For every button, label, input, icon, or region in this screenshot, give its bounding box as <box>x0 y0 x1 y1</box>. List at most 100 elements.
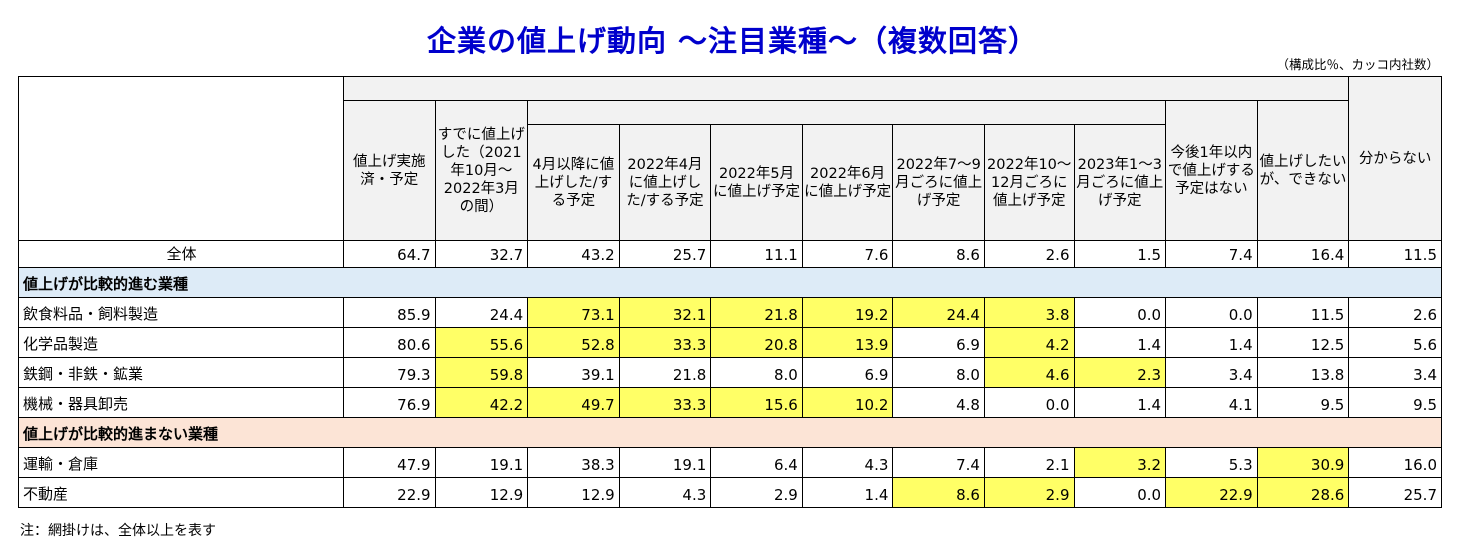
table-cell: 39.1 <box>527 357 620 388</box>
table-cell: 64.7 <box>343 240 436 268</box>
table-cell: 3.2 <box>1073 447 1167 478</box>
table-cell: 3.4 <box>1348 357 1442 388</box>
section-label: 値上げが比較的進む業種 <box>18 267 1442 298</box>
table-cell: 42.2 <box>434 387 529 418</box>
table-row: 機械・器具卸売 76.9 42.2 49.7 33.3 15.6 10.2 4.8 0.0 1.4… <box>17 387 1442 418</box>
table-cell: 52.8 <box>527 327 620 358</box>
header-unknown: 分からない <box>1348 76 1442 241</box>
row-label: 運輸・倉庫 <box>17 447 345 478</box>
header-apr2022: 2022年4月に値上げした/する予定 <box>618 124 712 241</box>
table-cell: 2.9 <box>983 477 1075 508</box>
table-cell: 55.6 <box>434 327 529 358</box>
row-label: 不動産 <box>17 477 345 508</box>
table-cell: 12.9 <box>527 477 620 508</box>
table-cell: 13.8 <box>1256 357 1350 388</box>
table-row: 運輸・倉庫 47.9 19.1 38.3 19.1 6.4 4.3 7.4 2.1 3.2 5.3 3… <box>17 447 1442 478</box>
table-cell: 4.1 <box>1165 387 1258 418</box>
table-cell: 10.2 <box>801 387 894 418</box>
section-label: 値上げが比較的進まない業種 <box>18 417 1442 448</box>
table-cell: 11.5 <box>1348 240 1442 268</box>
section-header: 値上げが比較的進む業種 <box>18 267 1442 298</box>
table-cell: 11.5 <box>1256 297 1350 328</box>
header-implemented: 値上げ実施済・予定 <box>343 100 436 241</box>
table-cell: 19.1 <box>618 447 712 478</box>
row-label: 化学品製造 <box>17 327 345 358</box>
table-cell: 4.8 <box>892 387 985 418</box>
table-cell: 24.4 <box>892 297 985 328</box>
section-header: 値上げが比較的進まない業種 <box>18 417 1442 448</box>
header-jul-sep2022: 2022年7～9月ごろに値上げ予定 <box>892 124 985 241</box>
table-cell: 0.0 <box>1073 297 1167 328</box>
table-cell: 6.4 <box>710 447 803 478</box>
table-cell: 32.1 <box>618 297 712 328</box>
header-jun2022: 2022年6月に値上げ予定 <box>801 124 894 241</box>
table-cell: 16.4 <box>1256 240 1350 268</box>
table-cell: 15.6 <box>710 387 803 418</box>
table-cell: 43.2 <box>527 240 620 268</box>
price-increase-table: 分からない 値上げ実施済・予定 すでに値上げした（2021年10月～2022年3… <box>17 76 1442 508</box>
table-cell: 85.9 <box>343 297 436 328</box>
table-cell: 2.6 <box>1348 297 1442 328</box>
table-cell: 0.0 <box>1165 297 1258 328</box>
table-row-total: 全体 64.7 32.7 43.2 25.7 11.1 7.6 8.6 2.6 1.5 7.4 16.… <box>17 240 1442 268</box>
table-cell: 6.9 <box>801 357 894 388</box>
table-cell: 11.1 <box>710 240 803 268</box>
table-cell: 1.4 <box>1073 387 1167 418</box>
table-row: 化学品製造 80.6 55.6 52.8 33.3 20.8 13.9 6.9 4.2 1.4 1.… <box>17 327 1442 358</box>
table-cell: 4.2 <box>983 327 1075 358</box>
footnote: 注：網掛けは、全体以上を表す <box>20 523 216 539</box>
table-row: 鉄鋼・非鉄・鉱業 79.3 59.8 39.1 21.8 8.0 6.9 8.0 4.6 2.3 3… <box>17 357 1442 388</box>
table-cell: 76.9 <box>343 387 436 418</box>
header-mid-band <box>527 100 1167 125</box>
table-cell: 1.4 <box>1073 327 1167 358</box>
table-cell: 32.7 <box>434 240 529 268</box>
table-cell: 1.4 <box>1165 327 1258 358</box>
table-cell: 25.7 <box>1348 477 1442 508</box>
table-cell: 30.9 <box>1256 447 1350 478</box>
table-cell: 47.9 <box>343 447 436 478</box>
table-cell: 2.9 <box>710 477 803 508</box>
table-cell: 19.1 <box>434 447 529 478</box>
table-cell: 4.3 <box>801 447 894 478</box>
table-cell: 59.8 <box>434 357 529 388</box>
table-cell: 13.9 <box>801 327 894 358</box>
header-corner <box>17 76 345 241</box>
table-cell: 9.5 <box>1256 387 1350 418</box>
table-cell: 3.4 <box>1165 357 1258 388</box>
header-no-plan: 今後1年以内で値上げする予定はない <box>1165 100 1258 241</box>
header-jan-mar2023: 2023年1～3月ごろに値上げ予定 <box>1073 124 1167 241</box>
table-cell: 4.3 <box>618 477 712 508</box>
table-row: 飲食料品・飼料製造 85.9 24.4 73.1 32.1 21.8 19.2 24.4 3.8… <box>17 297 1442 328</box>
table-cell: 33.3 <box>618 387 712 418</box>
table-cell: 7.4 <box>1165 240 1258 268</box>
header-oct-dec2022: 2022年10～12月ごろに値上げ予定 <box>983 124 1075 241</box>
table-cell: 8.0 <box>710 357 803 388</box>
table-cell: 21.8 <box>618 357 712 388</box>
table-cell: 7.6 <box>801 240 894 268</box>
table-cell: 38.3 <box>527 447 620 478</box>
unit-note: （構成比％、カッコ内社数） <box>1276 57 1439 72</box>
table-cell: 2.3 <box>1073 357 1167 388</box>
row-label: 飲食料品・飼料製造 <box>17 297 345 328</box>
page-title: 企業の値上げ動向 ～注目業種～（複数回答） <box>426 24 1039 58</box>
table-cell: 79.3 <box>343 357 436 388</box>
table-cell: 16.0 <box>1348 447 1442 478</box>
table-cell: 28.6 <box>1256 477 1350 508</box>
table-cell: 5.3 <box>1165 447 1258 478</box>
table-cell: 12.9 <box>434 477 529 508</box>
table-cell: 6.9 <box>892 327 985 358</box>
table-cell: 0.0 <box>983 387 1075 418</box>
header-cannot: 値上げしたいが、できない <box>1256 100 1350 241</box>
table-body: 全体 64.7 32.7 43.2 25.7 11.1 7.6 8.6 2.6 1.5 7.4 16.… <box>17 240 1442 508</box>
header-may2022: 2022年5月に値上げ予定 <box>710 124 803 241</box>
table-cell: 5.6 <box>1348 327 1442 358</box>
table-cell: 25.7 <box>618 240 712 268</box>
table-cell: 73.1 <box>527 297 620 328</box>
table-cell: 19.2 <box>801 297 894 328</box>
table-cell: 24.4 <box>434 297 529 328</box>
table-cell: 2.6 <box>983 240 1075 268</box>
row-label: 機械・器具卸売 <box>17 387 345 418</box>
table-cell: 21.8 <box>710 297 803 328</box>
table-cell: 8.0 <box>892 357 985 388</box>
table-cell: 80.6 <box>343 327 436 358</box>
